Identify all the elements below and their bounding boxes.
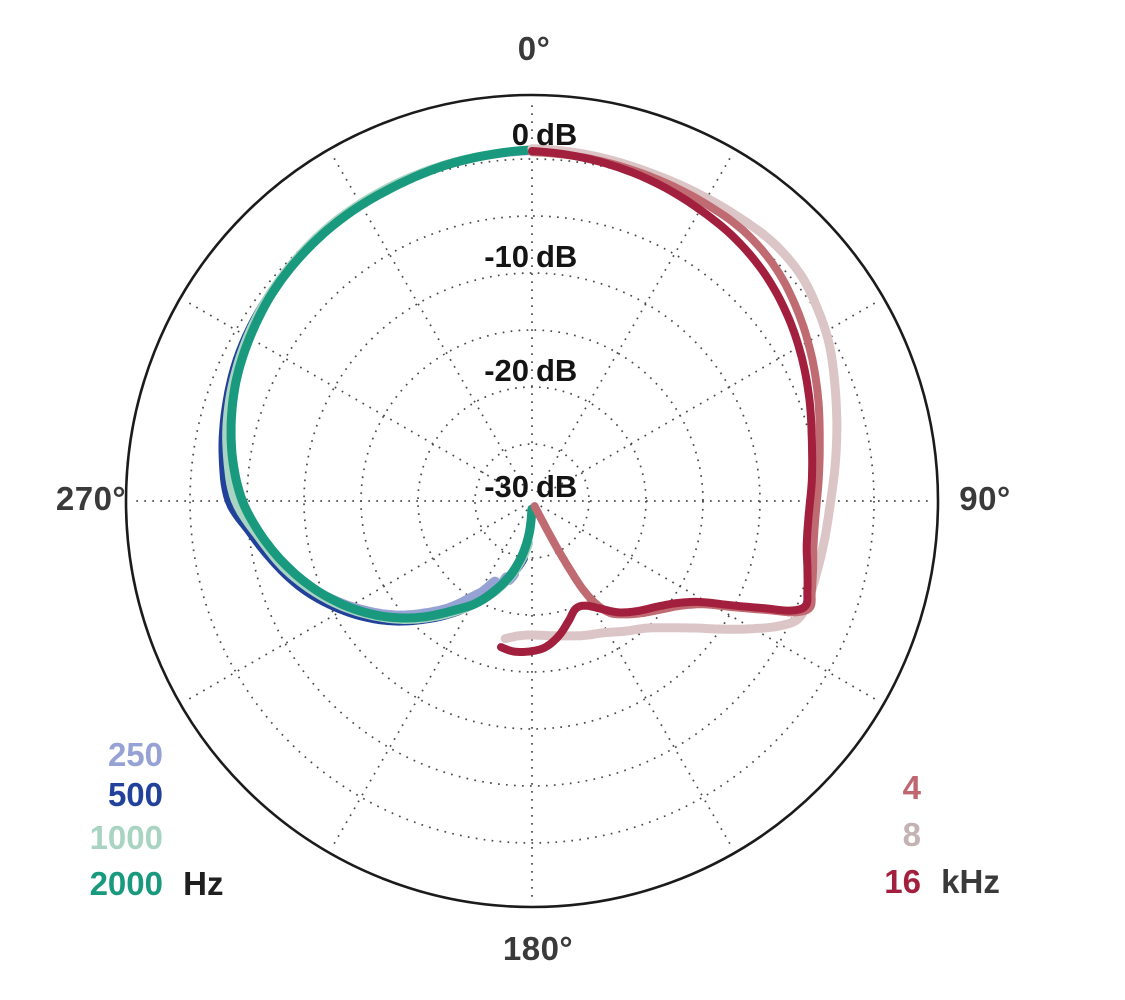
angle-label-270: 270°: [55, 480, 127, 517]
legend-item-2000hz: 2000 Hz: [0, 864, 224, 904]
angle-label-90: 90°: [959, 480, 1011, 517]
radial-tick-unit: dB: [536, 117, 578, 152]
grid-spoke-330: [331, 154, 528, 493]
radial-tick-unit: dB: [536, 353, 578, 388]
angle-label-180: 180°: [502, 930, 574, 967]
curve-16-khz: [497, 147, 817, 656]
legend-item-500hz: 500: [0, 775, 163, 815]
legend-unit-hz: Hz: [183, 865, 224, 902]
angle-label-0: 0°: [517, 30, 551, 67]
legend-label-2000: 2000: [89, 865, 163, 902]
grid-spoke-210: [331, 509, 528, 848]
radial-tick-value: -10: [484, 239, 529, 274]
grid-spoke-240: [185, 505, 524, 702]
radial-tick-value: -20: [484, 353, 529, 388]
legend-label-4: 4: [902, 769, 921, 806]
radial-tick-0db: 0 dB: [0, 117, 1125, 153]
radial-tick-minus10db: -10 dB: [0, 239, 1125, 275]
grid-spoke-60: [540, 300, 879, 497]
legend-item-16khz: 16 kHz: [758, 862, 1000, 902]
radial-tick-value: 0: [511, 117, 529, 152]
curve-2000-hz: [226, 145, 537, 623]
legend-item-250hz: 250: [0, 735, 163, 775]
legend-label-250: 250: [107, 736, 163, 773]
legend-item-4khz: 4: [758, 768, 921, 808]
radial-tick-value: -30: [484, 469, 529, 504]
grid-spoke-300: [185, 300, 524, 497]
legend-unit-khz: kHz: [941, 863, 1000, 900]
grid-ring-0db: [189, 158, 875, 844]
radial-tick-minus30db: -30 dB: [0, 469, 1125, 505]
legend-label-8: 8: [902, 816, 921, 853]
grid-ring--10db: [303, 272, 761, 730]
grid-spoke-30: [536, 154, 733, 493]
outer-circle: [124, 93, 940, 909]
radial-tick-minus20db: -20 dB: [0, 353, 1125, 389]
grid-ring--25db: [474, 443, 590, 559]
legend-label-500: 500: [107, 776, 163, 813]
legend-label-16: 16: [884, 863, 921, 900]
legend-item-1000hz: 1000: [0, 818, 163, 858]
curve-8-khz: [500, 144, 842, 644]
grid-spoke-120: [540, 505, 879, 702]
radial-tick-unit: dB: [536, 239, 578, 274]
legend-label-1000: 1000: [89, 819, 163, 856]
legend-item-8khz: 8: [758, 815, 921, 855]
radial-tick-unit: dB: [536, 469, 578, 504]
